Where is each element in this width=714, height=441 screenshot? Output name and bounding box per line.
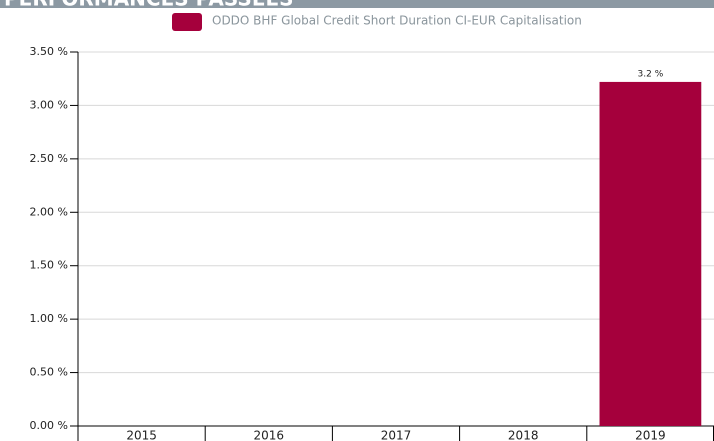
bar [599,81,702,427]
legend-label: ODDO BHF Global Credit Short Duration CI… [212,14,582,28]
x-tick-label: 2016 [254,429,285,441]
data-label: 3.2 % [638,69,664,79]
x-tick-label: 2017 [381,429,412,441]
y-tick-label: 1.00 % [30,312,68,325]
y-tick-label: 1.50 % [30,259,68,272]
y-tick-label: 0.50 % [30,366,68,379]
header-title: PERFORMANCES PASSÉES [4,0,294,11]
y-tick-label: 3.50 % [30,45,68,58]
y-tick-label: 3.00 % [30,98,68,111]
y-tick-label: 2.50 % [30,152,68,165]
y-tick-label: 2.00 % [30,205,68,218]
legend-swatch [172,13,202,31]
header-bar [0,0,714,8]
y-tick-label: 0.00 % [30,419,68,432]
x-tick-label: 2019 [635,429,666,441]
x-tick-label: 2018 [508,429,539,441]
x-tick-label: 2015 [126,429,157,441]
